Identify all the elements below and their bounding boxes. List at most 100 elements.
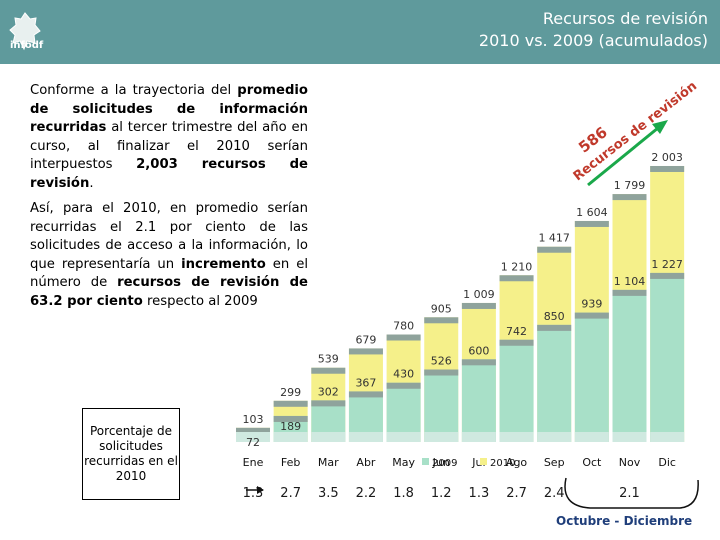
bar-2009-cap-May — [386, 382, 421, 389]
growth-arrow-line — [587, 126, 659, 187]
p1-text-a: Conforme a la trayectoria del — [30, 83, 238, 98]
percent-value-Ago: 2.7 — [506, 486, 527, 501]
percent-label-text: Porcentaje de solicitudes recurridas en … — [84, 424, 178, 483]
data-label-2010-Ene: 103 — [243, 413, 264, 426]
tick-label-Nov: Nov — [619, 456, 641, 469]
percent-value-Abr: 2.2 — [356, 486, 377, 501]
data-label-2010-Oct: 1 604 — [576, 206, 608, 219]
percent-value-Mar: 3.5 — [318, 486, 339, 501]
tick-label-May: May — [392, 456, 415, 469]
bar-2009-Oct — [574, 312, 609, 442]
title-line-2: 2010 vs. 2009 (acumulados) — [478, 31, 708, 50]
data-label-2009-Sep: 850 — [544, 310, 565, 323]
bar-base-Ene — [236, 432, 270, 442]
tick-label-Ene: Ene — [243, 456, 264, 469]
bar-2010-cap-Ago — [499, 275, 534, 282]
bar-2009-Dic — [650, 272, 685, 442]
data-label-2009-Jul: 600 — [468, 344, 489, 357]
bar-2010-cap-Jun — [424, 317, 459, 324]
bar-base-Oct — [574, 432, 609, 442]
p1-text-e: . — [89, 175, 94, 191]
p2-text-c: en el número de — [30, 256, 308, 291]
data-label-2009-Ago: 742 — [506, 325, 527, 338]
bar-2009-cap-Abr — [348, 391, 383, 398]
bar-2010-cap-Jul — [461, 302, 496, 309]
data-label-2010-Sep: 1 417 — [538, 232, 570, 245]
data-label-2009-Oct: 939 — [581, 298, 602, 311]
bar-base-Jul — [461, 432, 496, 442]
bar-2010-cap-Ene — [236, 427, 270, 434]
percent-value-Feb: 2.7 — [280, 486, 301, 501]
p1-text-c: al tercer trimestre del año en curso, al… — [30, 120, 308, 173]
data-label-2010-Ago: 1 210 — [501, 260, 533, 273]
bar-2009-Jun — [424, 369, 459, 442]
footer-note: Octubre - Diciembre — [556, 514, 693, 528]
legend-label-2009: 2009 — [432, 458, 457, 469]
bar-2009-cap-Feb — [273, 415, 308, 422]
bar-2010-cap-Feb — [273, 400, 308, 407]
bar-2009-Sep — [537, 324, 572, 442]
bar-2010-cap-Abr — [348, 348, 383, 355]
bar-base-Feb — [273, 432, 308, 442]
bar-base-Ago — [499, 432, 534, 442]
bar-2009-Nov — [612, 289, 647, 442]
data-label-2009-Abr: 367 — [355, 376, 376, 389]
growth-arrow-head — [652, 120, 668, 134]
p1-text-d: 2,003 recursos de revisión — [30, 157, 308, 191]
legend-label-2010: 2010 — [490, 458, 515, 469]
data-label-2009-Feb: 189 — [280, 420, 301, 433]
data-label-2009-Dic: 1 227 — [651, 258, 683, 271]
tick-label-Jun: Jun — [432, 456, 450, 469]
bar-2010-cap-Mar — [311, 367, 346, 374]
data-label-2010-Feb: 299 — [280, 386, 301, 399]
tick-label-Oct: Oct — [582, 456, 602, 469]
p1-text-b: promedio de solicitudes de información r… — [30, 83, 308, 136]
data-label-2010-Jun: 905 — [431, 302, 452, 315]
tick-label-Dic: Dic — [658, 456, 676, 469]
header-bar: infodf Recursos de revisión 2010 vs. 200… — [0, 0, 720, 64]
bar-2009-cap-Nov — [612, 289, 647, 296]
legend-swatch-2010 — [480, 458, 487, 465]
bar-2010-cap-Sep — [537, 246, 572, 253]
oct-dec-bracket — [564, 477, 699, 509]
data-label-2010-Jul: 1 009 — [463, 288, 495, 301]
data-label-2010-May: 780 — [393, 320, 414, 333]
tick-label-Mar: Mar — [318, 456, 339, 469]
data-label-2009-Nov: 1 104 — [614, 275, 646, 288]
bar-base-May — [386, 432, 421, 442]
bar-2010-cap-Dic — [650, 165, 685, 172]
data-label-2010-Dic: 2 003 — [651, 151, 683, 164]
bar-base-Dic — [650, 432, 685, 442]
tick-label-Abr: Abr — [356, 456, 376, 469]
bar-base-Sep — [537, 432, 572, 442]
tick-label-Ago: Ago — [506, 456, 528, 469]
p2-text-d: recursos de revisión de 63.2 por ciento — [30, 275, 308, 309]
tick-label-Sep: Sep — [544, 456, 565, 469]
bar-base-Abr — [348, 432, 383, 442]
data-label-2010-Mar: 539 — [318, 353, 339, 366]
percent-value-Nov: 2.1 — [619, 486, 640, 501]
bar-2009-cap-Mar — [311, 400, 346, 407]
p2-text-b: incremento — [181, 256, 266, 272]
logo-text: infodf — [10, 40, 44, 51]
data-label-2010-Abr: 679 — [355, 333, 376, 346]
bar-2009-cap-Oct — [574, 312, 609, 319]
data-label-2009-May: 430 — [393, 368, 414, 381]
data-label-2009-Mar: 302 — [318, 385, 339, 398]
percent-value-Jun: 1.2 — [431, 486, 452, 501]
page-title: Recursos de revisión 2010 vs. 2009 (acum… — [479, 8, 708, 52]
bar-base-Jun — [424, 432, 459, 442]
data-label-2009-Ene: 72 — [246, 436, 260, 449]
percent-arrow-head — [257, 486, 264, 494]
p2-text-a: Así, para el 2010, en promedio serían re… — [30, 201, 308, 272]
percent-value-Sep: 2.4 — [544, 486, 565, 501]
bar-base-Nov — [612, 432, 647, 442]
paragraph-2: Así, para el 2010, en promedio serían re… — [30, 200, 308, 312]
title-line-1: Recursos de revisión — [542, 9, 708, 28]
percent-value-Jul: 1.3 — [469, 486, 490, 501]
bar-2010-cap-May — [386, 334, 421, 341]
paragraph-1: Conforme a la trayectoria del promedio d… — [30, 82, 308, 194]
percent-label-box: Porcentaje de solicitudes recurridas en … — [82, 408, 180, 500]
